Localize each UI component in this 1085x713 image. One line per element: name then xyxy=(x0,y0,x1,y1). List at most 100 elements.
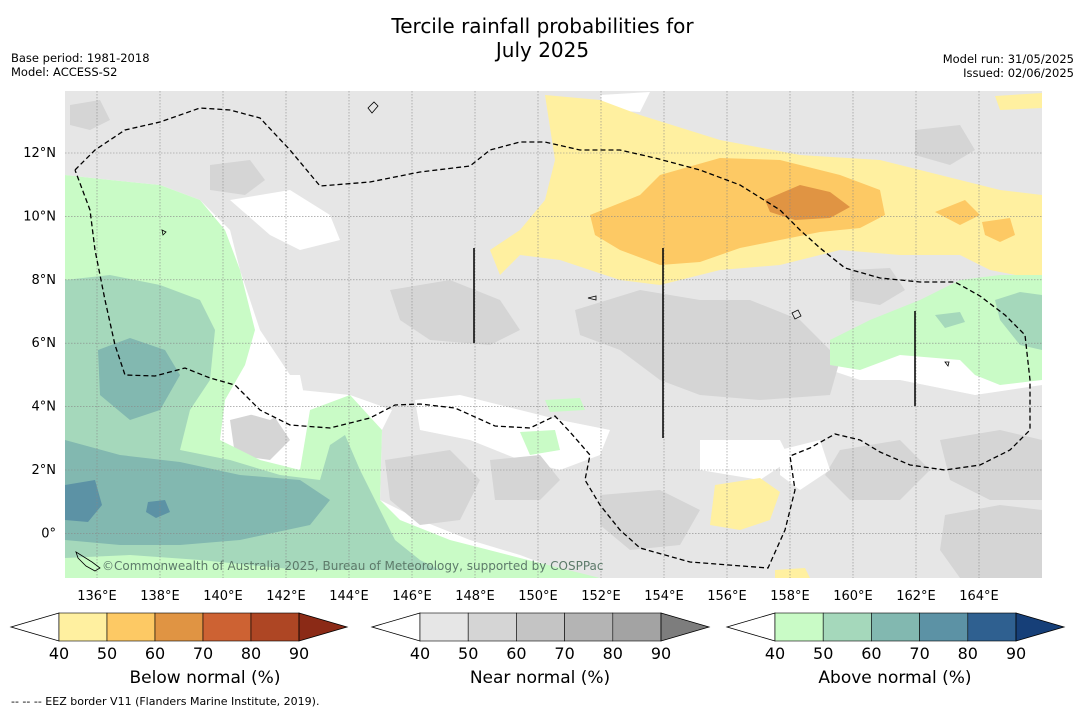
colorbar-tick-label: 90 xyxy=(1006,644,1026,663)
lon-label: 140°E xyxy=(203,589,243,604)
lon-label: 158°E xyxy=(770,589,810,604)
colorbar-segment xyxy=(822,612,872,642)
colorbar-tick-label: 40 xyxy=(49,644,69,663)
colorbar-segment xyxy=(58,612,108,642)
lat-label: 2°N xyxy=(32,463,57,478)
island-outline xyxy=(75,551,101,572)
colorbar-segment xyxy=(919,612,969,642)
meta-left: Base period: 1981-2018 Model: ACCESS-S2 xyxy=(11,51,150,79)
lon-label: 136°E xyxy=(77,589,117,604)
colorbar-label-above: Above normal (%) xyxy=(818,668,972,688)
colorbar-upper-extension xyxy=(660,612,711,642)
colorbar-segment xyxy=(154,612,204,642)
lon-label: 160°E xyxy=(833,589,873,604)
colorbar-tick-label: 50 xyxy=(97,644,117,663)
lat-label: 10°N xyxy=(23,209,56,224)
colorbar-segment xyxy=(467,612,517,642)
colorbar-segment xyxy=(612,612,662,642)
above-normal-50-region xyxy=(995,292,1042,350)
colorbar: 40 50 60 70 80 90 xyxy=(725,612,1066,663)
map-title: Tercile rainfall probabilities for July … xyxy=(0,14,1085,62)
above-normal-40-region xyxy=(545,398,585,412)
colorbar: 40 50 60 70 80 90 xyxy=(9,612,349,663)
above-normal-60-region xyxy=(98,338,180,420)
below-normal-40-region xyxy=(710,478,780,530)
map-panel xyxy=(65,91,1042,578)
below-normal-50-region xyxy=(935,200,980,225)
above-normal-40-region xyxy=(520,430,560,455)
lon-label: 150°E xyxy=(518,589,558,604)
white-gap xyxy=(415,395,610,470)
colorbar-lower-extension xyxy=(725,612,776,642)
near-normal-50-patches xyxy=(70,100,1042,578)
issued-date: Issued: 02/06/2025 xyxy=(963,66,1074,80)
maritime-lines xyxy=(473,248,916,438)
lon-label: 138°E xyxy=(140,589,180,604)
colorbar-tick-label: 80 xyxy=(241,644,261,663)
colorbar-tick-label: 50 xyxy=(458,644,478,663)
colorbar-upper-extension xyxy=(1015,612,1066,642)
colorbar-segment xyxy=(564,612,614,642)
colorbar-lower-extension xyxy=(9,612,60,642)
island-outline xyxy=(587,295,597,301)
colorbar-tick-label: 50 xyxy=(813,644,833,663)
colorbar-segment xyxy=(774,612,824,642)
colorbar-label-near: Near normal (%) xyxy=(469,668,611,688)
latitude-labels: 12°N 10°N 8°N 6°N 4°N 2°N 0° xyxy=(23,146,56,541)
colorbar-tick-label: 80 xyxy=(603,644,623,663)
colorbar-tick-label: 40 xyxy=(765,644,785,663)
lon-label: 148°E xyxy=(455,589,495,604)
lon-label: 152°E xyxy=(581,589,621,604)
model-run: Model run: 31/05/2025 xyxy=(942,52,1074,66)
colorbar-tick-label: 70 xyxy=(193,644,213,663)
colorbar-segment xyxy=(202,612,252,642)
lon-label: 144°E xyxy=(329,589,369,604)
above-normal-40-region xyxy=(830,275,1042,385)
below-normal-40-region xyxy=(775,568,810,578)
meta-right: Model run: 31/05/2025 Issued: 02/06/2025 xyxy=(943,52,1074,80)
white-gap xyxy=(235,375,305,420)
above-normal-60-region xyxy=(65,440,330,545)
colorbar-label-below: Below normal (%) xyxy=(129,668,281,688)
lat-label: 12°N xyxy=(23,146,56,161)
colorbar-segment xyxy=(250,612,300,642)
islands xyxy=(75,101,950,572)
lon-label: 142°E xyxy=(266,589,306,604)
below-normal-50-region xyxy=(982,218,1015,242)
above-normal-70-region xyxy=(65,480,102,522)
colorbar-segment xyxy=(516,612,565,642)
colorbar-tick-label: 60 xyxy=(506,644,526,663)
below-normal-40-region xyxy=(995,93,1042,110)
above-normal-70-region xyxy=(146,500,170,518)
colorbar-tick-label: 80 xyxy=(958,644,978,663)
lat-label: 8°N xyxy=(32,273,57,288)
eez-borders xyxy=(74,107,1031,569)
lat-label: 4°N xyxy=(32,400,57,415)
lon-label: 164°E xyxy=(959,589,999,604)
copyright-text: ©Commonwealth of Australia 2025, Bureau … xyxy=(102,559,604,573)
colorbar-segment xyxy=(967,612,1017,642)
colorbar-tick-label: 70 xyxy=(554,644,574,663)
longitude-labels: 136°E 138°E 140°E 142°E 144°E 146°E 148°E 150°E… xyxy=(77,589,999,604)
model-name: Model: ACCESS-S2 xyxy=(11,65,118,79)
lon-label: 162°E xyxy=(896,589,936,604)
base-period: Base period: 1981-2018 xyxy=(11,51,150,65)
colorbar-lower-extension xyxy=(370,612,421,642)
island-outline xyxy=(791,309,802,320)
title-line-2: July 2025 xyxy=(495,38,590,62)
colorbar-tick-label: 90 xyxy=(289,644,309,663)
lon-label: 146°E xyxy=(392,589,432,604)
colorbar-tick-label: 90 xyxy=(651,644,671,663)
island-outline xyxy=(367,101,379,114)
lat-label: 0° xyxy=(41,526,56,541)
colorbar-tick-label: 40 xyxy=(410,644,430,663)
lon-label: 154°E xyxy=(644,589,684,604)
island-outline xyxy=(944,361,950,367)
gridlines xyxy=(65,91,1042,578)
white-gap xyxy=(230,190,340,250)
colorbar-tick-label: 70 xyxy=(909,644,929,663)
island-outline xyxy=(161,229,167,236)
colorbar-tick-label: 60 xyxy=(145,644,165,663)
colorbar-segment xyxy=(871,612,920,642)
